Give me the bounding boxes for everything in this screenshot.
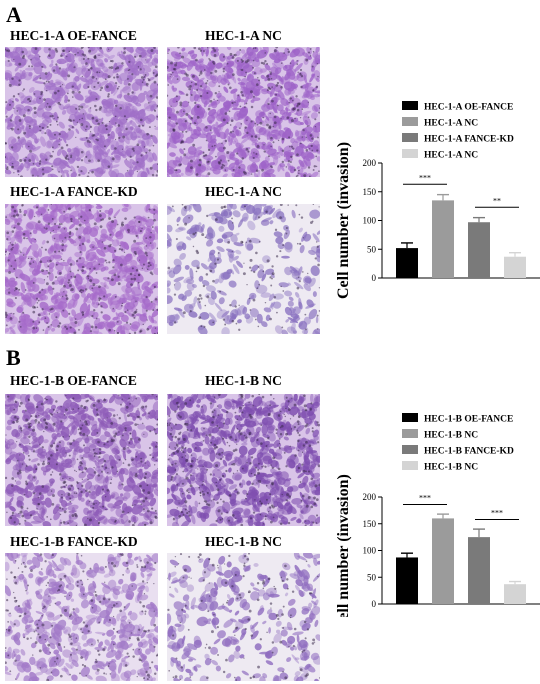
significance-label-0: ***	[419, 493, 431, 502]
y-tick-label-1: 50	[367, 572, 377, 582]
micrograph-texture	[167, 553, 320, 681]
bar-0	[396, 248, 418, 278]
micrograph-b1	[5, 394, 158, 526]
legend-swatch-3	[402, 149, 418, 158]
panel-letter-a: A	[6, 2, 22, 27]
legend-label-0: HEC-1-B OE-FANCE	[424, 415, 513, 425]
legend-swatch-0	[402, 101, 418, 110]
micrograph-a3	[5, 204, 158, 334]
legend-swatch-3	[402, 461, 418, 470]
micrograph-texture	[5, 47, 158, 177]
micrograph-a4	[167, 204, 320, 334]
bar-3	[504, 256, 526, 278]
image-label-b4: HEC-1-B NC	[205, 534, 282, 549]
y-tick-label-0: 0	[372, 273, 377, 283]
y-tick-label-2: 100	[363, 216, 377, 226]
micrograph-a1	[5, 47, 158, 177]
y-tick-label-0: 0	[372, 599, 377, 609]
legend-swatch-1	[402, 117, 418, 126]
y-axis-label: Cell number (invasion)	[335, 142, 352, 299]
y-tick-label-3: 150	[363, 519, 377, 529]
micrograph-texture	[167, 394, 320, 526]
y-tick-label-2: 100	[363, 546, 377, 556]
legend-label-1: HEC-1-B NC	[424, 431, 478, 441]
legend-label-2: HEC-1-A FANCE-KD	[424, 135, 514, 145]
legend-label-3: HEC-1-B NC	[424, 463, 478, 473]
micrograph-a2	[167, 47, 320, 177]
bar-chart-b: HEC-1-B OE-FANCE HEC-1-B NC HEC-1-B FANCE-…	[330, 405, 540, 627]
micrograph-texture	[5, 553, 158, 681]
micrograph-texture	[167, 47, 320, 177]
bar-1	[432, 200, 454, 278]
legend-label-2: HEC-1-B FANCE-KD	[424, 447, 514, 457]
micrograph-texture	[5, 394, 158, 526]
micrograph-b4	[167, 553, 320, 681]
legend-label-3: HEC-1-A NC	[424, 151, 478, 161]
legend-swatch-2	[402, 133, 418, 142]
micrograph-b3	[5, 553, 158, 681]
micrograph-texture	[167, 204, 320, 334]
image-label-b1: HEC-1-B OE-FANCE	[10, 373, 137, 388]
image-label-a2: HEC-1-A NC	[205, 28, 282, 43]
image-label-a1: HEC-1-A OE-FANCE	[10, 28, 137, 43]
micrograph-b2	[167, 394, 320, 526]
image-label-b3: HEC-1-B FANCE-KD	[10, 534, 138, 549]
image-label-a4: HEC-1-A NC	[205, 184, 282, 199]
bar-chart-b-svg: HEC-1-B OE-FANCE HEC-1-B NC HEC-1-B FANCE-…	[335, 413, 540, 627]
y-tick-label-4: 200	[363, 492, 377, 502]
significance-label-1: **	[493, 196, 501, 205]
bar-3	[504, 584, 526, 604]
image-label-b2: HEC-1-B NC	[205, 373, 282, 388]
bar-chart-a-svg: HEC-1-A OE-FANCE HEC-1-A NC HEC-1-A FANCE-…	[335, 101, 540, 299]
bar-2	[468, 222, 490, 278]
significance-label-1: ***	[491, 508, 503, 517]
panel-letter-b: B	[6, 345, 21, 370]
micrograph-texture	[5, 204, 158, 334]
significance-label-0: ***	[419, 173, 431, 182]
bar-1	[432, 518, 454, 604]
legend-swatch-2	[402, 445, 418, 454]
legend-label-0: HEC-1-A OE-FANCE	[424, 103, 513, 113]
bar-chart-a: HEC-1-A OE-FANCE HEC-1-A NC HEC-1-A FANCE-…	[330, 95, 540, 340]
y-tick-label-3: 150	[363, 187, 377, 197]
y-tick-label-1: 50	[367, 244, 377, 254]
legend-label-1: HEC-1-A NC	[424, 119, 478, 129]
y-axis-label: cell number (invasion)	[335, 474, 352, 617]
image-label-a3: HEC-1-A FANCE-KD	[10, 184, 138, 199]
y-tick-label-4: 200	[363, 158, 377, 168]
bar-0	[396, 557, 418, 604]
legend-swatch-1	[402, 429, 418, 438]
bar-2	[468, 537, 490, 604]
legend-swatch-0	[402, 413, 418, 422]
